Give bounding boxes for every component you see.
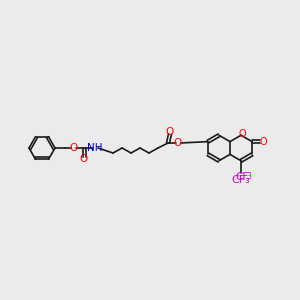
Text: O: O bbox=[238, 129, 246, 139]
Text: CF₃: CF₃ bbox=[232, 175, 250, 185]
Text: O: O bbox=[166, 127, 174, 137]
Text: O: O bbox=[80, 154, 88, 164]
Text: O: O bbox=[259, 136, 267, 147]
Text: O: O bbox=[174, 138, 182, 148]
Text: 3: 3 bbox=[247, 172, 251, 181]
Text: NH: NH bbox=[87, 143, 103, 153]
Text: CF: CF bbox=[236, 172, 249, 182]
Text: O: O bbox=[69, 143, 77, 153]
